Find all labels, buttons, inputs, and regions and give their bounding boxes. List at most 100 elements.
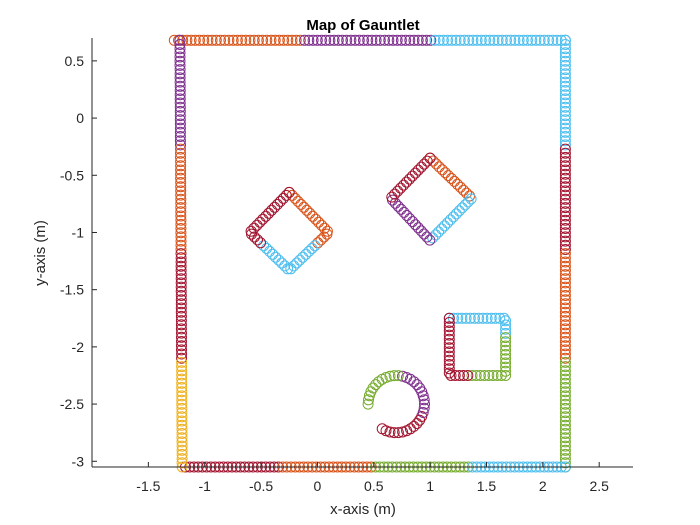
data-point xyxy=(501,34,512,46)
data-point xyxy=(231,34,243,46)
data-point xyxy=(176,448,188,460)
data-point xyxy=(559,64,571,76)
data-point xyxy=(416,34,428,46)
axes xyxy=(91,38,633,468)
data-point xyxy=(559,310,571,322)
data-point xyxy=(255,237,266,249)
data-point xyxy=(559,168,571,180)
data-point xyxy=(290,34,302,46)
data-point xyxy=(509,34,521,46)
data-point xyxy=(559,223,571,234)
data-point xyxy=(273,34,285,46)
data-point xyxy=(442,170,454,182)
data-point xyxy=(391,34,403,46)
data-point xyxy=(479,370,491,381)
data-point xyxy=(174,55,186,67)
data-point xyxy=(174,34,186,46)
data-point xyxy=(301,204,313,216)
data-point xyxy=(473,312,485,324)
data-point xyxy=(425,34,437,46)
data-point xyxy=(559,377,571,389)
data-point xyxy=(274,195,286,207)
data-point xyxy=(414,382,426,394)
data-point xyxy=(559,273,571,285)
data-point xyxy=(392,427,404,439)
data-point xyxy=(176,369,188,381)
data-point xyxy=(278,34,290,46)
data-point xyxy=(174,89,186,101)
data-point xyxy=(559,369,571,381)
data-point xyxy=(500,336,512,348)
data-point xyxy=(392,200,404,212)
data-point xyxy=(559,290,571,301)
data-point xyxy=(174,122,186,134)
data-point xyxy=(249,231,260,243)
data-point xyxy=(175,177,187,188)
y-tick-label: -0.5 xyxy=(60,167,84,183)
data-point xyxy=(300,248,312,260)
data-point xyxy=(174,85,186,96)
data-point xyxy=(559,281,571,293)
data-point xyxy=(299,34,311,46)
data-point xyxy=(176,398,188,410)
data-point xyxy=(374,34,386,46)
data-point xyxy=(324,34,336,46)
data-point xyxy=(470,370,482,381)
data-point xyxy=(269,201,281,213)
data-point xyxy=(174,97,186,109)
data-point xyxy=(176,365,188,377)
data-point xyxy=(559,185,571,197)
data-point xyxy=(176,453,188,465)
data-point xyxy=(559,202,571,214)
data-point xyxy=(443,367,455,379)
data-point xyxy=(397,370,409,382)
data-point xyxy=(460,312,472,324)
data-point xyxy=(175,181,187,193)
data-point xyxy=(219,34,231,46)
data-point xyxy=(417,407,429,418)
data-point xyxy=(404,423,416,435)
data-point xyxy=(175,235,187,247)
data-point xyxy=(252,234,263,246)
data-point xyxy=(227,34,239,46)
data-point xyxy=(264,245,276,257)
x-tick-label: -1 xyxy=(198,478,211,494)
data-point xyxy=(559,423,571,435)
data-point xyxy=(175,151,186,163)
data-point xyxy=(500,340,512,352)
data-point xyxy=(395,34,407,46)
data-point xyxy=(257,34,269,46)
data-point xyxy=(358,34,369,46)
y-tick-label: 0.5 xyxy=(65,53,85,69)
data-point xyxy=(363,394,374,406)
data-point xyxy=(176,327,187,339)
data-point xyxy=(491,370,503,381)
x-tick-label: 1.5 xyxy=(477,478,497,494)
data-point xyxy=(559,444,571,456)
data-point xyxy=(443,363,455,375)
data-point xyxy=(174,64,186,76)
data-point xyxy=(389,188,401,200)
data-point xyxy=(462,196,474,208)
data-point xyxy=(384,426,396,438)
data-point xyxy=(488,34,500,46)
data-point xyxy=(373,376,385,388)
data-point xyxy=(310,213,322,225)
data-point xyxy=(261,243,273,254)
data-point xyxy=(252,34,264,46)
data-point xyxy=(279,260,291,272)
data-point xyxy=(291,257,303,269)
data-point xyxy=(174,93,186,105)
data-point xyxy=(559,131,571,142)
data-point xyxy=(498,312,510,324)
data-point xyxy=(176,432,188,444)
data-point xyxy=(176,402,188,414)
data-point xyxy=(443,350,455,362)
data-point xyxy=(500,353,512,365)
data-point xyxy=(328,34,340,46)
data-point xyxy=(559,244,571,255)
data-point xyxy=(451,178,463,190)
data-point xyxy=(559,235,571,247)
data-point xyxy=(559,43,571,55)
